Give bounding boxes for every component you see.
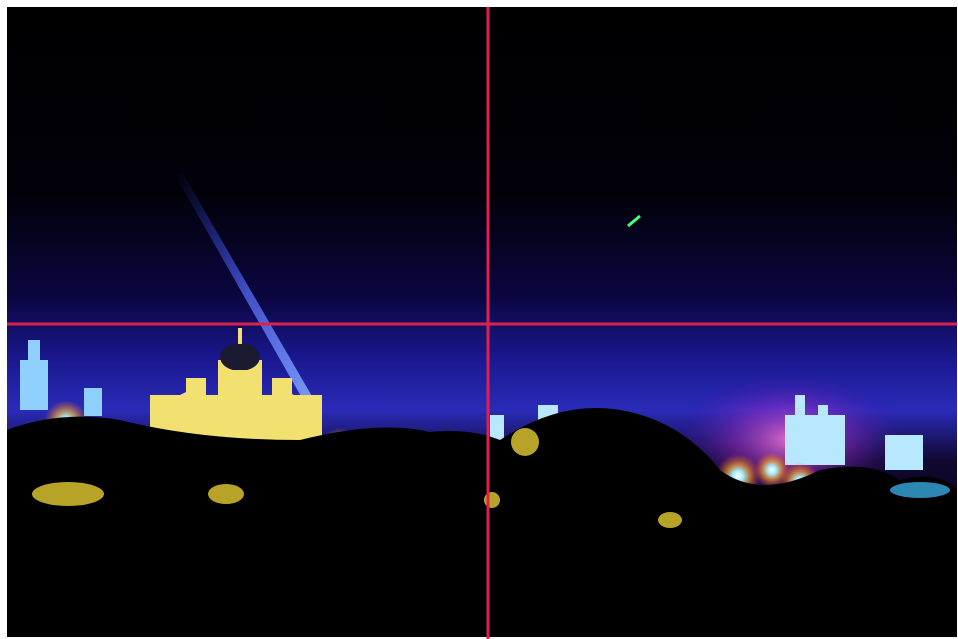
page <box>0 0 958 639</box>
water-reflection <box>890 482 950 498</box>
photo-view <box>0 0 958 639</box>
